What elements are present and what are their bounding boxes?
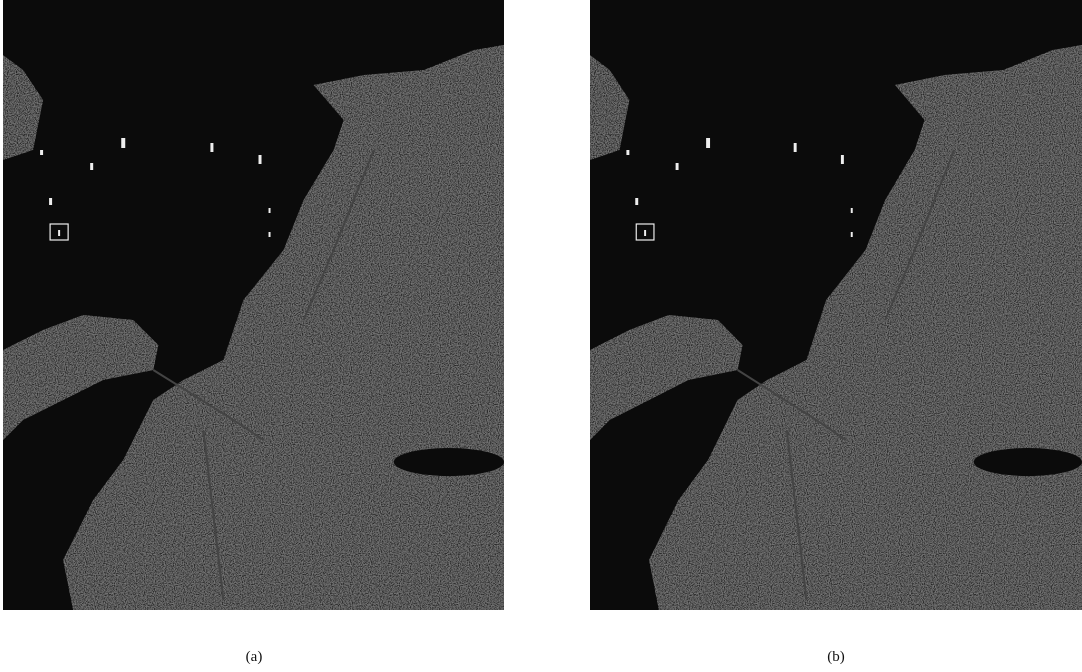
caption: (a)	[246, 649, 263, 665]
page: (a) (b) (() => { const data = JSON.parse…	[0, 0, 1082, 672]
figure: (a) (b)	[0, 0, 1082, 672]
caption: (b)	[827, 649, 845, 665]
sar-image-b	[590, 0, 1082, 610]
sar-image-a	[3, 0, 504, 610]
